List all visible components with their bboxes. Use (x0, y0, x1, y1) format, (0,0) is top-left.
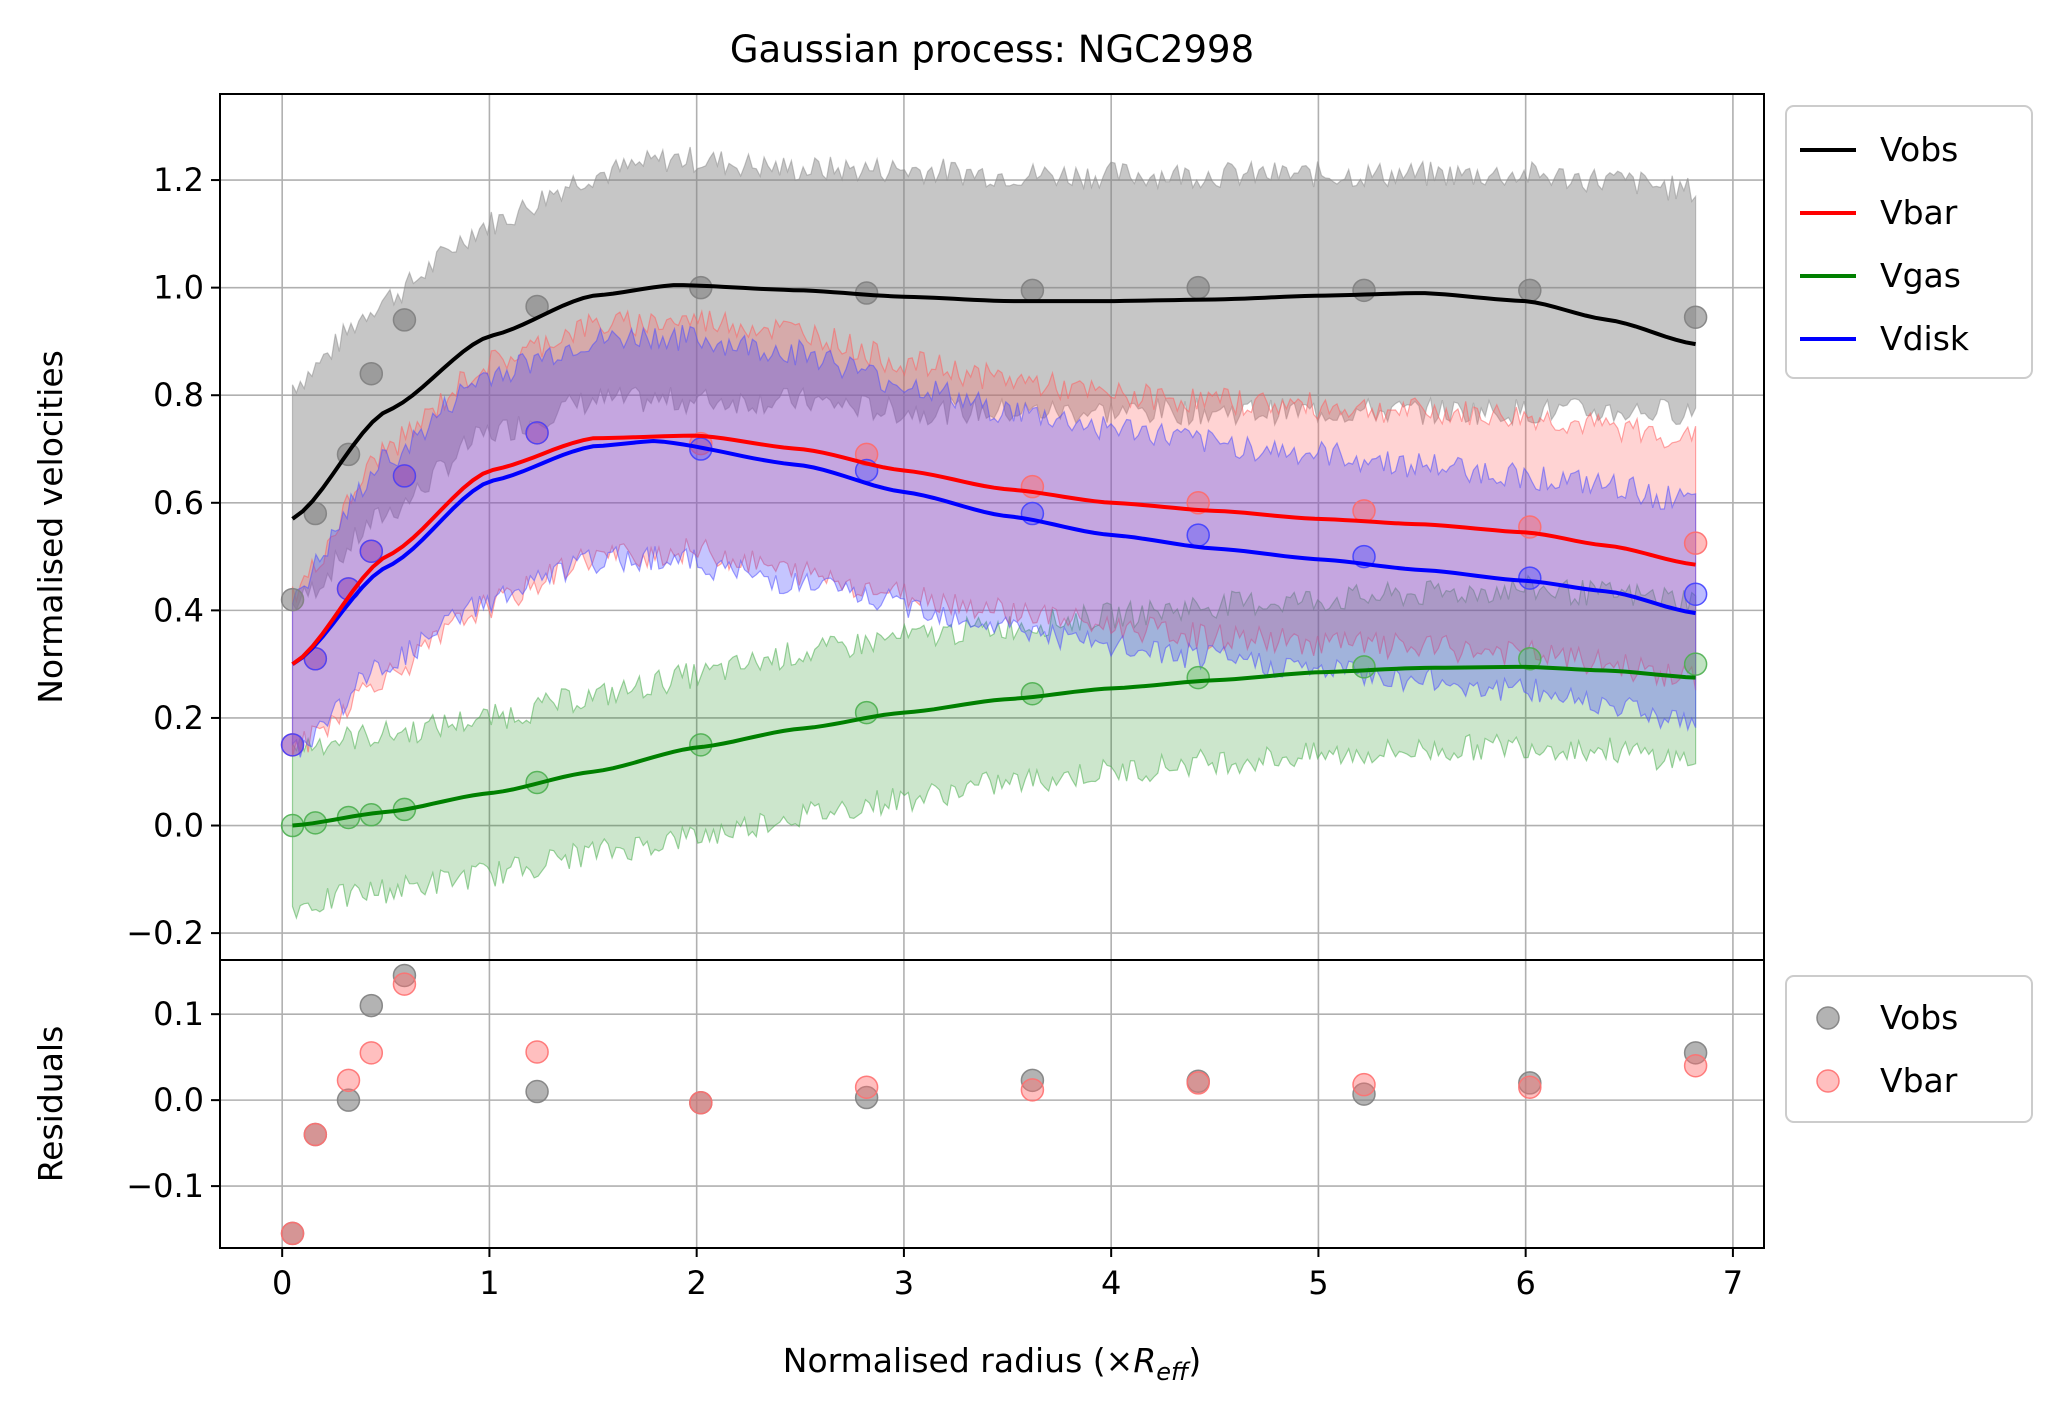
top-y-tick-label-6: 1.0 (153, 269, 204, 307)
chart-title: Gaussian process: NGC2998 (730, 28, 1254, 71)
legend-top-label-vdisk: Vdisk (1880, 319, 1970, 358)
residual-vbar-11 (1518, 1075, 1542, 1099)
legend-bottom-marker-vobs (1816, 1006, 1840, 1030)
x-tick-label-1: 1 (479, 1264, 499, 1302)
fit-line-vbar (291, 433, 1696, 666)
residual-vobs-4 (392, 963, 417, 988)
point-vgas-9 (1186, 665, 1210, 690)
point-vobs-12 (1683, 305, 1708, 329)
top-y-axis: −0.2 0.0 0.2 0.4 0.6 0.8 1.0 1.2 (126, 161, 220, 952)
band-vobs (291, 146, 1697, 612)
residual-vbar-8 (1020, 1078, 1045, 1102)
x-tick-label-6: 6 (1515, 1264, 1535, 1302)
residual-vbar-12 (1683, 1053, 1708, 1078)
point-vdisk-12 (1683, 582, 1708, 606)
x-tick-label-0: 0 (272, 1264, 292, 1302)
bottom-y-tick-label-1: 0.0 (153, 1081, 204, 1119)
point-vbar-10 (1352, 499, 1376, 523)
legend-top-label-vbar: Vbar (1880, 193, 1958, 232)
top-y-tick-label-1: 0.0 (153, 807, 204, 845)
residual-vbar-6 (689, 1090, 713, 1115)
residual-vbar-10 (1352, 1072, 1376, 1097)
point-vgas-10 (1352, 655, 1376, 679)
bottom-y-axis-label: Residuals (31, 1026, 70, 1183)
top-y-tick-label-0: −0.2 (126, 914, 204, 952)
legend-top-label-vobs: Vobs (1880, 130, 1958, 169)
point-vdisk-0 (280, 733, 305, 757)
point-vdisk-11 (1518, 566, 1542, 590)
point-vdisk-4 (392, 464, 417, 488)
top-y-axis-label: Normalised velocities (31, 350, 70, 704)
confidence-bands (291, 146, 1697, 920)
velocity-panel: −0.2 0.0 0.2 0.4 0.6 0.8 1.0 1.2 Normalised vel… (31, 93, 1765, 961)
residual-vbar-7 (854, 1075, 879, 1099)
legend-top: Vobs Vbar Vgas Vdisk (1785, 105, 2033, 379)
point-vobs-9 (1186, 275, 1210, 300)
point-vgas-11 (1518, 647, 1542, 671)
gp-fit-lines (291, 283, 1696, 828)
x-tick-label-2: 2 (686, 1264, 706, 1302)
residual-vbar-4 (392, 972, 417, 996)
x-tick-label-5: 5 (1308, 1264, 1328, 1302)
x-tick-label-7: 7 (1723, 1264, 1743, 1302)
point-vobs-4 (392, 308, 417, 332)
legend-top-box (1785, 105, 2033, 379)
fit-line-vgas (292, 664, 1696, 828)
top-gridlines (220, 94, 1764, 960)
residual-vbar-1 (303, 1122, 328, 1147)
legend-bottom-label-vbar: Vbar (1880, 1061, 1958, 1100)
residual-vbar-9 (1186, 1071, 1210, 1095)
bottom-plot-frame (219, 959, 1765, 1249)
point-vgas-12 (1683, 652, 1708, 676)
bottom-y-tick-label-2: 0.1 (153, 995, 204, 1033)
bottom-y-tick-label-0: −0.1 (126, 1167, 204, 1205)
residuals-panel: −0.1 0.0 0.1 0 1 2 3 4 5 6 7 Residuals Normalised… (31, 959, 1765, 1386)
point-vobs-10 (1352, 278, 1376, 303)
point-vbar-12 (1683, 531, 1708, 555)
top-y-tick-label-4: 0.6 (153, 484, 204, 522)
top-y-tick-label-2: 0.2 (153, 699, 204, 737)
residual-data-points (280, 963, 1708, 1246)
top-y-tick-label-3: 0.4 (153, 591, 204, 629)
point-vobs-3 (359, 361, 384, 386)
legend-bottom-marker-vbar (1816, 1069, 1840, 1093)
residual-vbar-2 (336, 1068, 361, 1093)
top-y-tick-label-5: 0.8 (153, 376, 204, 414)
x-tick-label-4: 4 (1101, 1264, 1121, 1302)
fit-line-vobs (291, 283, 1696, 521)
bottom-y-axis: −0.1 0.0 0.1 (126, 995, 220, 1205)
legend-bottom-label-vobs: Vobs (1880, 998, 1958, 1037)
point-vdisk-9 (1186, 523, 1210, 547)
legend-bottom-box (1785, 975, 2033, 1123)
residual-vbar-3 (359, 1041, 384, 1065)
point-vobs-1 (303, 501, 328, 526)
point-vobs-8 (1020, 278, 1045, 303)
residual-vobs-5 (525, 1079, 549, 1104)
residual-vobs-2 (336, 1088, 361, 1112)
point-vobs-0 (280, 587, 305, 612)
x-tick-label-3: 3 (894, 1264, 914, 1302)
point-vdisk-3 (359, 539, 384, 563)
legend-bottom: Vobs Vbar (1785, 975, 2033, 1123)
band-vdisk (291, 324, 1697, 758)
x-axis-label: Normalised radius (×Reff) (783, 1341, 1201, 1386)
point-vobs-11 (1518, 278, 1542, 303)
top-y-tick-label-7: 1.2 (153, 161, 204, 199)
residual-vobs-12 (1683, 1041, 1708, 1065)
residual-vobs-10 (1352, 1082, 1376, 1106)
band-vgas (291, 574, 1697, 920)
point-vdisk-5 (525, 421, 549, 445)
x-axis: 0 1 2 3 4 5 6 7 (272, 1248, 1743, 1302)
residual-vbar-5 (525, 1040, 549, 1064)
point-vgas-8 (1020, 681, 1045, 706)
residual-vobs-3 (359, 993, 384, 1018)
residual-vbar-0 (280, 1221, 305, 1246)
residual-vobs-8 (1020, 1068, 1045, 1093)
legend-top-label-vgas: Vgas (1880, 256, 1961, 295)
fit-line-vdisk (291, 438, 1696, 666)
